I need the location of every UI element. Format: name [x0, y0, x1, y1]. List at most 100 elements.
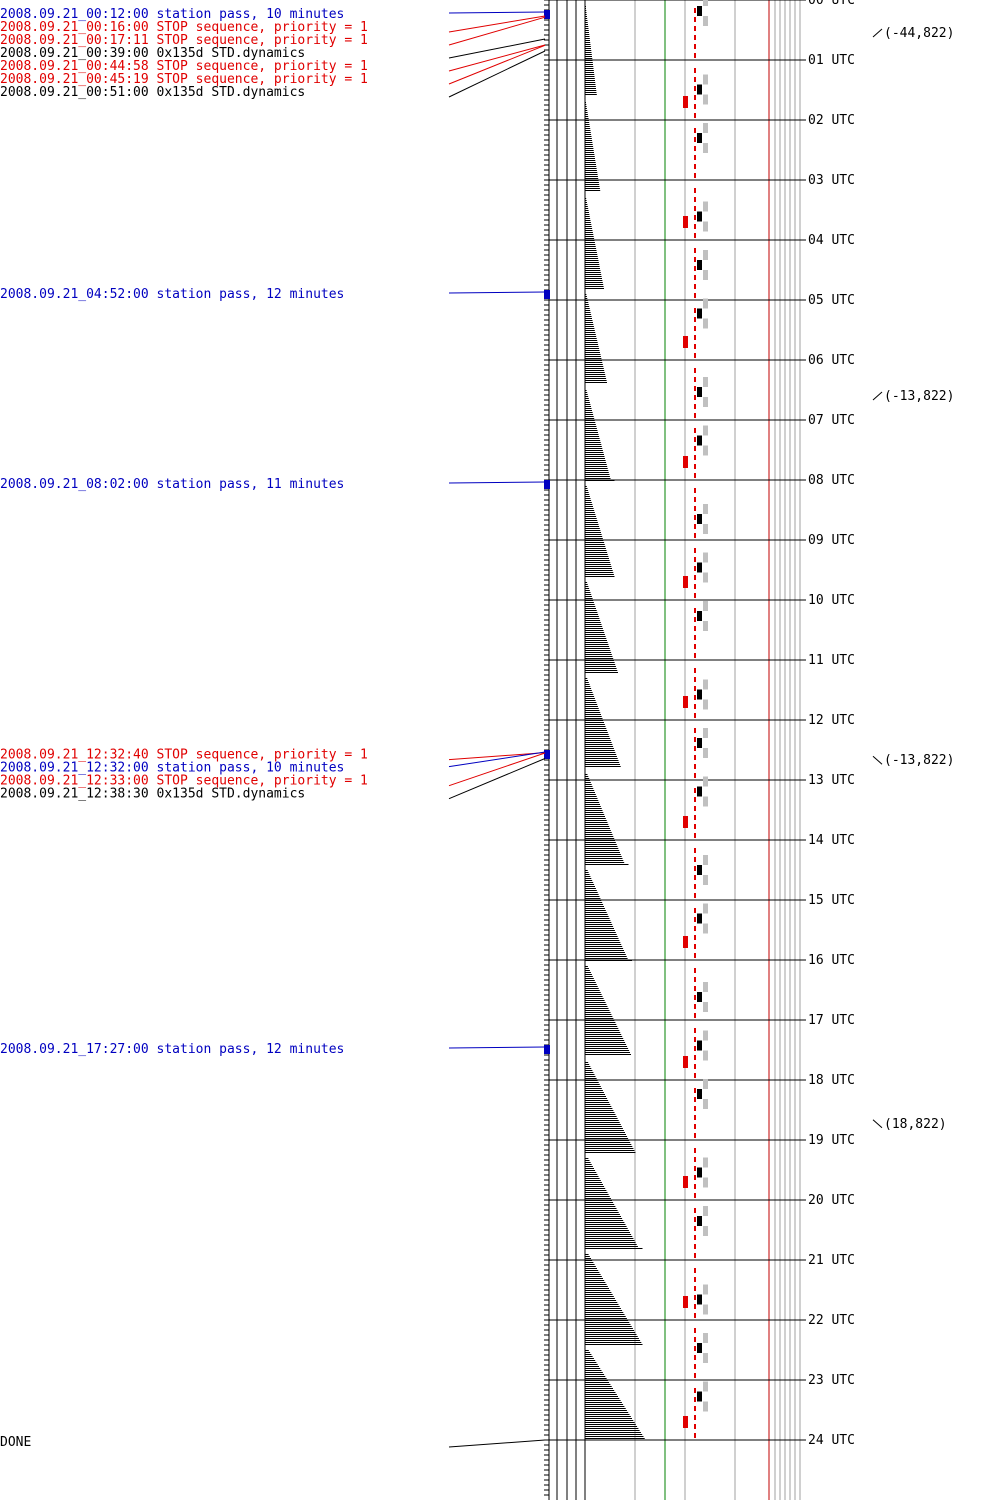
- sawtooth-bar: [585, 90, 597, 91]
- sawtooth-bar: [585, 492, 589, 493]
- sawtooth-bar: [585, 716, 602, 717]
- sawtooth-bar: [585, 844, 617, 845]
- gray-marker: [703, 250, 708, 260]
- sawtooth-bar: [585, 228, 593, 229]
- sawtooth-bar: [585, 1048, 629, 1049]
- sawtooth-bar: [585, 888, 596, 889]
- dashed-red-segment: [694, 548, 696, 553]
- sawtooth-bar: [585, 1336, 638, 1337]
- sawtooth-bar: [585, 1414, 630, 1415]
- sawtooth-bar: [585, 1000, 605, 1001]
- sawtooth-bar: [585, 746, 614, 747]
- red-marker: [683, 456, 688, 468]
- dashed-red-segment: [694, 806, 696, 811]
- dashed-red-segment: [694, 86, 696, 91]
- sawtooth-bar: [585, 444, 602, 445]
- dashed-red-segment: [694, 128, 696, 133]
- sawtooth-bar: [585, 236, 594, 237]
- sawtooth-bar: [585, 78, 595, 79]
- sawtooth-bar: [585, 1418, 632, 1419]
- sawtooth-bar: [585, 1148, 634, 1149]
- sawtooth-bar: [585, 968, 589, 969]
- black-marker: [697, 211, 702, 222]
- sawtooth-bar: [585, 1316, 626, 1317]
- sawtooth-bar: [585, 1264, 595, 1265]
- sawtooth-bar: [585, 1248, 643, 1249]
- sawtooth-bar: [585, 794, 596, 795]
- dashed-red-segment: [694, 644, 696, 649]
- sawtooth-bar: [585, 1214, 620, 1215]
- sawtooth-bar: [585, 1292, 612, 1293]
- sawtooth-bar: [585, 1204, 615, 1205]
- sawtooth-bar: [585, 1134, 626, 1135]
- dashed-red-segment: [694, 224, 696, 229]
- sawtooth-bar: [585, 714, 601, 715]
- sawtooth-bar: [585, 930, 615, 931]
- sawtooth-bar: [585, 536, 603, 537]
- sawtooth-bar: [585, 162, 596, 163]
- sawtooth-bar: [585, 1130, 624, 1131]
- sawtooth-bar: [585, 164, 596, 165]
- sawtooth-bar: [585, 1186, 605, 1187]
- sawtooth-bar: [585, 880, 593, 881]
- sawtooth-bar: [585, 1312, 624, 1313]
- dashed-red-segment: [694, 1133, 696, 1138]
- sawtooth-bar: [585, 520, 598, 521]
- sawtooth-bar: [585, 910, 606, 911]
- sawtooth-bar: [585, 1202, 614, 1203]
- sawtooth-bar: [585, 1270, 599, 1271]
- dashed-red-segment: [694, 1433, 696, 1438]
- sawtooth-bar: [585, 370, 605, 371]
- dashed-red-segment: [694, 368, 696, 373]
- sawtooth-bar: [585, 996, 603, 997]
- dashed-red-segment: [694, 524, 696, 529]
- sawtooth-bar: [585, 398, 589, 399]
- sawtooth-bar: [585, 1272, 600, 1273]
- sawtooth-bar: [585, 1062, 589, 1063]
- sawtooth-bar: [585, 134, 592, 135]
- sawtooth-bar: [585, 692, 593, 693]
- dashed-red-segment: [694, 857, 696, 862]
- sawtooth-bar: [585, 314, 592, 315]
- sawtooth-bar: [585, 752, 616, 753]
- event-label: 2008.09.21_00:45:19 STOP sequence, prior…: [0, 72, 368, 87]
- hour-label: 11 UTC: [808, 653, 855, 668]
- sawtooth-bar: [585, 558, 609, 559]
- sawtooth-bar: [585, 654, 612, 655]
- sawtooth-bar: [585, 200, 587, 201]
- hour-label: 00 UTC: [808, 0, 855, 8]
- sawtooth-bar: [585, 186, 600, 187]
- sawtooth-bar: [585, 154, 595, 155]
- sawtooth-bar: [585, 542, 605, 543]
- hour-label: 22 UTC: [808, 1313, 855, 1328]
- sawtooth-bar: [585, 1006, 608, 1007]
- sawtooth-bar: [585, 686, 591, 687]
- gray-marker: [703, 728, 708, 738]
- dashed-red-segment: [694, 866, 696, 871]
- sawtooth-bar: [585, 1036, 623, 1037]
- sawtooth-bar: [585, 960, 632, 961]
- dashed-red-segment: [694, 635, 696, 640]
- hour-label: 02 UTC: [808, 113, 855, 128]
- sawtooth-bar: [585, 220, 591, 221]
- sawtooth-bar: [585, 1216, 621, 1217]
- sawtooth-bar: [585, 202, 587, 203]
- dashed-red-segment: [694, 1415, 696, 1420]
- sawtooth-bar: [585, 1420, 634, 1421]
- sawtooth-bar: [585, 1014, 612, 1015]
- sawtooth-bar: [585, 488, 588, 489]
- sawtooth-bar: [585, 1402, 622, 1403]
- dashed-red-segment: [694, 1115, 696, 1120]
- dashed-red-segment: [694, 8, 696, 13]
- sawtooth-bar: [585, 190, 601, 191]
- sawtooth-bar: [585, 766, 621, 767]
- sawtooth-bar: [585, 806, 601, 807]
- dashed-red-segment: [694, 104, 696, 109]
- sawtooth-bar: [585, 1038, 624, 1039]
- sawtooth-bar: [585, 850, 620, 851]
- sawtooth-bar: [585, 152, 594, 153]
- sawtooth-bar: [585, 114, 588, 115]
- sawtooth-bar: [585, 1408, 626, 1409]
- sawtooth-bar: [585, 870, 588, 871]
- timeline-grid: [544, 0, 806, 1500]
